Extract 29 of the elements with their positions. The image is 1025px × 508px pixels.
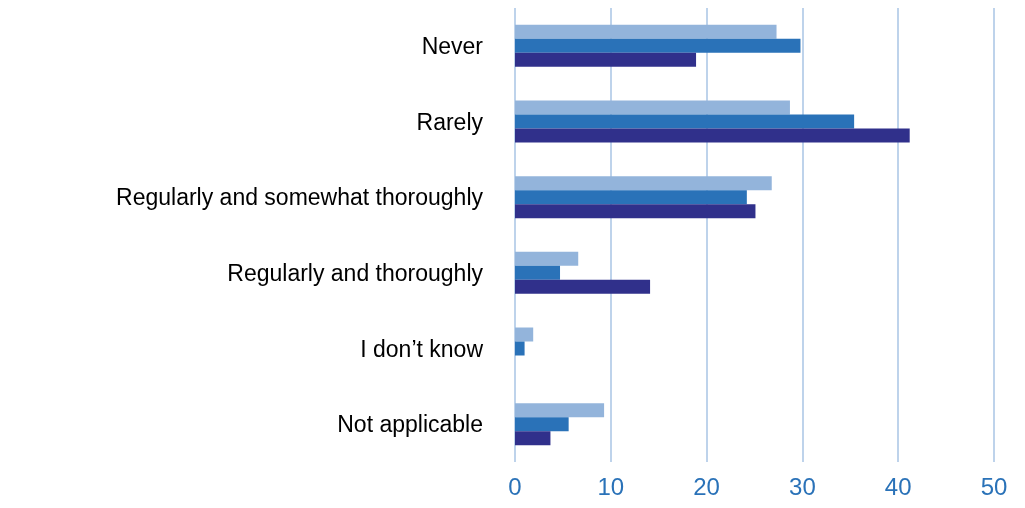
- bar: [515, 431, 551, 446]
- y-tick-label: Rarely: [416, 108, 484, 135]
- x-tick-label: 40: [884, 472, 912, 500]
- x-tick-label: 20: [693, 472, 720, 500]
- y-tick-label: Regularly and somewhat thoroughly: [116, 184, 484, 211]
- bar: [515, 176, 772, 191]
- bar: [515, 265, 561, 280]
- bar: [515, 38, 801, 53]
- x-tick-label: 10: [597, 472, 625, 500]
- x-tick-label: 50: [980, 472, 1008, 500]
- x-tick-label: 30: [789, 472, 816, 500]
- bar: [515, 279, 651, 294]
- bar: [515, 52, 697, 67]
- bar: [515, 327, 534, 342]
- bar: [515, 100, 790, 115]
- bar: [515, 341, 525, 356]
- bar: [515, 114, 855, 129]
- bar: [515, 417, 569, 432]
- bar: [515, 190, 747, 205]
- y-tick-label: Regularly and thoroughly: [227, 259, 484, 286]
- y-tick-label: Not applicable: [337, 411, 483, 438]
- y-tick-label: I don’t know: [360, 335, 484, 362]
- x-tick-label: 0: [508, 472, 522, 500]
- bar: [515, 403, 605, 418]
- y-tick-label: Never: [421, 32, 484, 59]
- bar: [515, 251, 579, 266]
- bar: [515, 204, 756, 219]
- bar: [515, 128, 910, 143]
- bar: [515, 24, 777, 39]
